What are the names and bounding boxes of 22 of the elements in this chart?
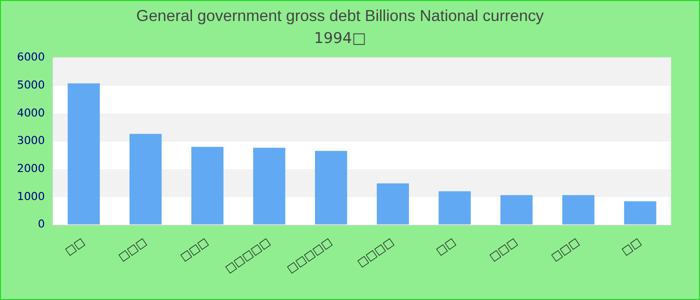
bar xyxy=(438,191,471,224)
y-tick-label: 1000 xyxy=(16,190,45,203)
bar xyxy=(562,195,594,224)
bar xyxy=(130,134,162,224)
chart-subtitle: 1994□ xyxy=(314,28,366,47)
y-tick-label: 4000 xyxy=(16,106,45,120)
bar xyxy=(376,183,409,224)
bar xyxy=(500,195,533,224)
bar xyxy=(191,146,224,224)
y-tick-label: 3000 xyxy=(16,134,45,148)
bar xyxy=(68,83,100,224)
y-tick-label: 2000 xyxy=(16,162,45,176)
x-tick-label: □□ xyxy=(434,235,458,258)
bar xyxy=(253,148,286,224)
y-tick-label: 6000 xyxy=(16,50,45,64)
chart-title: General government gross debt Billions National currency xyxy=(136,8,544,25)
x-tick-label: □□ xyxy=(62,235,88,258)
x-tick-label: □□ xyxy=(619,235,644,258)
y-tick-label: 0 xyxy=(38,218,45,231)
y-tick-label: 5000 xyxy=(16,78,45,92)
bar xyxy=(314,150,348,224)
bar xyxy=(624,201,656,224)
